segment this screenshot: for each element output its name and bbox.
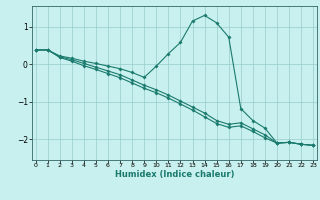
X-axis label: Humidex (Indice chaleur): Humidex (Indice chaleur): [115, 170, 234, 179]
